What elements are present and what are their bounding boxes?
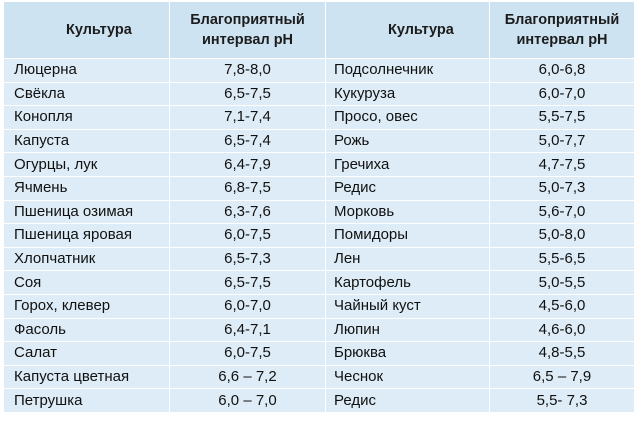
- crop-name-cell: Пшеница озимая: [3, 199, 170, 225]
- crop-name-cell: Чеснок: [325, 364, 490, 390]
- ph-range-cell: 6,5-7,5: [169, 81, 326, 107]
- ph-range-cell: 6,0-6,8: [489, 58, 635, 83]
- ph-range-cell: 5,0-8,0: [489, 223, 635, 248]
- ph-range-cell: 7,8-8,0: [169, 58, 326, 83]
- table-row: Фасоль 6,4-7,1 Люпин 4,6-6,0: [3, 317, 635, 343]
- ph-range-cell: 6,3-7,6: [169, 199, 326, 225]
- crop-name-cell: Хлопчатник: [3, 246, 170, 272]
- header-crop-right: Культура: [325, 1, 490, 59]
- table-row: Капуста цветная 6,6 – 7,2 Чеснок 6,5 – 7,9: [3, 364, 635, 390]
- crop-name-cell: Брюква: [325, 341, 490, 366]
- ph-range-cell: 6,6 – 7,2: [169, 364, 326, 390]
- ph-range-cell: 6,0-7,0: [489, 81, 635, 107]
- crop-name-cell: Капуста: [3, 128, 170, 154]
- crop-name-cell: Люпин: [325, 317, 490, 343]
- ph-range-cell: 6,0-7,0: [169, 293, 326, 319]
- table-row: Пшеница яровая 6,0-7,5 Помидоры 5,0-8,0: [3, 223, 635, 248]
- header-range-left: Благоприятный интервал рН: [169, 1, 326, 59]
- crop-name-cell: Гречиха: [325, 152, 490, 177]
- header-row: Культура Благоприятный интервал рН Культ…: [3, 1, 635, 59]
- crop-name-cell: Подсолнечник: [325, 58, 490, 83]
- crop-ph-table: Культура Благоприятный интервал рН Культ…: [3, 1, 635, 413]
- table-row: Пшеница озимая 6,3-7,6 Морковь 5,6-7,0: [3, 199, 635, 225]
- crop-name-cell: Чайный куст: [325, 293, 490, 319]
- crop-name-cell: Редис: [325, 175, 490, 201]
- table-row: Горох, клевер 6,0-7,0 Чайный куст 4,5-6,0: [3, 293, 635, 319]
- crop-name-cell: Рожь: [325, 128, 490, 154]
- table-row: Свёкла 6,5-7,5 Кукуруза 6,0-7,0: [3, 81, 635, 107]
- ph-range-cell: 7,1-7,4: [169, 105, 326, 130]
- table-row: Конопля 7,1-7,4 Просо, овес 5,5-7,5: [3, 105, 635, 130]
- table-body: Люцерна 7,8-8,0 Подсолнечник 6,0-6,8 Свёкла 6…: [3, 58, 635, 413]
- crop-name-cell: Помидоры: [325, 223, 490, 248]
- table-row: Салат 6,0-7,5 Брюква 4,8-5,5: [3, 341, 635, 366]
- table-row: Петрушка 6,0 – 7,0 Редис 5,5- 7,3: [3, 388, 635, 413]
- ph-range-cell: 6,0 – 7,0: [169, 388, 326, 413]
- ph-range-cell: 4,8-5,5: [489, 341, 635, 366]
- crop-name-cell: Свёкла: [3, 81, 170, 107]
- ph-range-cell: 4,5-6,0: [489, 293, 635, 319]
- crop-name-cell: Конопля: [3, 105, 170, 130]
- crop-name-cell: Лен: [325, 246, 490, 272]
- table-row: Ячмень 6,8-7,5 Редис 5,0-7,3: [3, 175, 635, 201]
- table-row: Соя 6,5-7,5 Картофель 5,0-5,5: [3, 270, 635, 295]
- header-range-right: Благоприятный интервал рН: [489, 1, 635, 59]
- ph-range-cell: 5,0-5,5: [489, 270, 635, 295]
- crop-name-cell: Фасоль: [3, 317, 170, 343]
- header-range-right-line1: Благоприятный: [504, 12, 620, 28]
- header-range-left-line2: интервал рН: [201, 32, 294, 48]
- table-row: Хлопчатник 6,5-7,3 Лен 5,5-6,5: [3, 246, 635, 272]
- header-crop-left: Культура: [3, 1, 170, 59]
- table-row: Огурцы, лук 6,4-7,9 Гречиха 4,7-7,5: [3, 152, 635, 177]
- ph-range-cell: 5,0-7,7: [489, 128, 635, 154]
- ph-range-cell: 5,5-6,5: [489, 246, 635, 272]
- ph-range-cell: 5,0-7,3: [489, 175, 635, 201]
- crop-name-cell: Ячмень: [3, 175, 170, 201]
- header-range-left-line1: Благоприятный: [190, 12, 305, 28]
- ph-range-cell: 4,6-6,0: [489, 317, 635, 343]
- header-range-right-line2: интервал рН: [516, 32, 608, 48]
- crop-name-cell: Петрушка: [3, 388, 170, 413]
- crop-name-cell: Горох, клевер: [3, 293, 170, 319]
- ph-range-cell: 6,5-7,5: [169, 270, 326, 295]
- crop-name-cell: Соя: [3, 270, 170, 295]
- crop-name-cell: Люцерна: [3, 58, 170, 83]
- crop-name-cell: Пшеница яровая: [3, 223, 170, 248]
- ph-range-cell: 5,5- 7,3: [489, 388, 635, 413]
- crop-name-cell: Огурцы, лук: [3, 152, 170, 177]
- ph-range-cell: 5,5-7,5: [489, 105, 635, 130]
- ph-range-cell: 6,0-7,5: [169, 341, 326, 366]
- ph-range-cell: 6,4-7,1: [169, 317, 326, 343]
- crop-name-cell: Салат: [3, 341, 170, 366]
- ph-range-cell: 6,5-7,4: [169, 128, 326, 154]
- crop-name-cell: Капуста цветная: [3, 364, 170, 390]
- table-row: Капуста 6,5-7,4 Рожь 5,0-7,7: [3, 128, 635, 154]
- crop-name-cell: Морковь: [325, 199, 490, 225]
- ph-range-cell: 6,0-7,5: [169, 223, 326, 248]
- crop-name-cell: Редис: [325, 388, 490, 413]
- ph-range-cell: 6,5 – 7,9: [489, 364, 635, 390]
- table-row: Люцерна 7,8-8,0 Подсолнечник 6,0-6,8: [3, 58, 635, 83]
- ph-range-cell: 6,4-7,9: [169, 152, 326, 177]
- crop-name-cell: Кукуруза: [325, 81, 490, 107]
- ph-range-cell: 6,5-7,3: [169, 246, 326, 272]
- crop-name-cell: Картофель: [325, 270, 490, 295]
- crop-name-cell: Просо, овес: [325, 105, 490, 130]
- ph-range-cell: 4,7-7,5: [489, 152, 635, 177]
- ph-range-cell: 5,6-7,0: [489, 199, 635, 225]
- ph-range-cell: 6,8-7,5: [169, 175, 326, 201]
